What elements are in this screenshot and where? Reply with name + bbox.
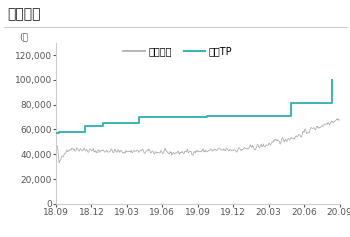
Text: 유한양행: 유한양행 — [7, 7, 41, 21]
Text: (원: (원 — [19, 32, 28, 41]
Legend: 유한양행, 수정TP: 유한양행, 수정TP — [123, 46, 233, 56]
